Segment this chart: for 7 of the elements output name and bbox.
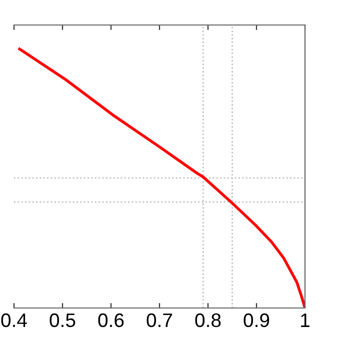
x-tick-label: 1 [301, 314, 310, 327]
x-tick-label: 0.6 [98, 313, 124, 328]
x-tick-label: 0.5 [50, 313, 76, 328]
x-tick-label: 0.9 [244, 313, 270, 328]
x-tick-label: 0.7 [146, 313, 172, 328]
x-tick-label: 0.8 [195, 313, 221, 328]
x-tick-label: 0.4 [1, 313, 27, 328]
